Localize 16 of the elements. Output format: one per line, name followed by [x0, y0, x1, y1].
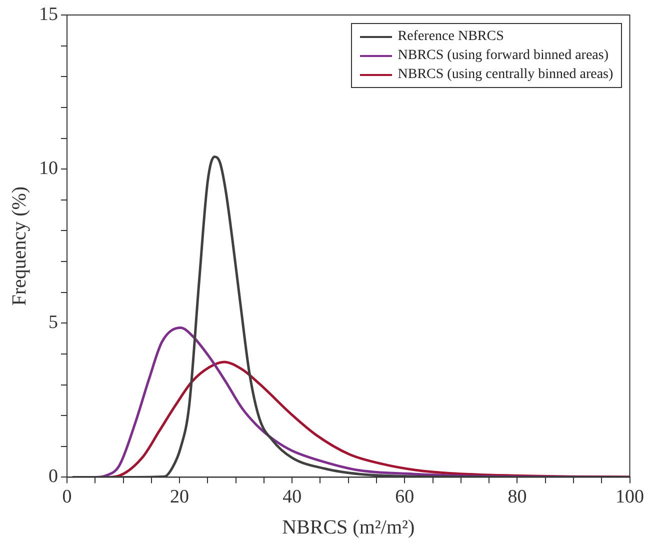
x-axis-title: NBRCS (m²/m²)	[282, 516, 415, 538]
y-tick-label: 0	[48, 466, 58, 488]
legend-label: NBRCS (using forward binned areas)	[398, 48, 608, 64]
y-tick-label: 15	[39, 4, 58, 25]
x-tick-label: 60	[395, 486, 414, 508]
legend-label: NBRCS (using centrally binned areas)	[398, 66, 614, 82]
legend-label: Reference NBRCS	[398, 28, 504, 44]
y-axis-title: Frequency (%)	[8, 186, 30, 306]
x-tick-label: 0	[62, 486, 72, 508]
y-tick-label: 10	[39, 158, 58, 180]
x-tick-label: 20	[170, 486, 190, 508]
x-tick-label: 40	[282, 486, 302, 508]
x-tick-label: 100	[616, 486, 644, 508]
x-tick-label: 80	[508, 486, 527, 508]
line-series	[71, 155, 630, 478]
y-tick-label: 5	[48, 312, 58, 334]
